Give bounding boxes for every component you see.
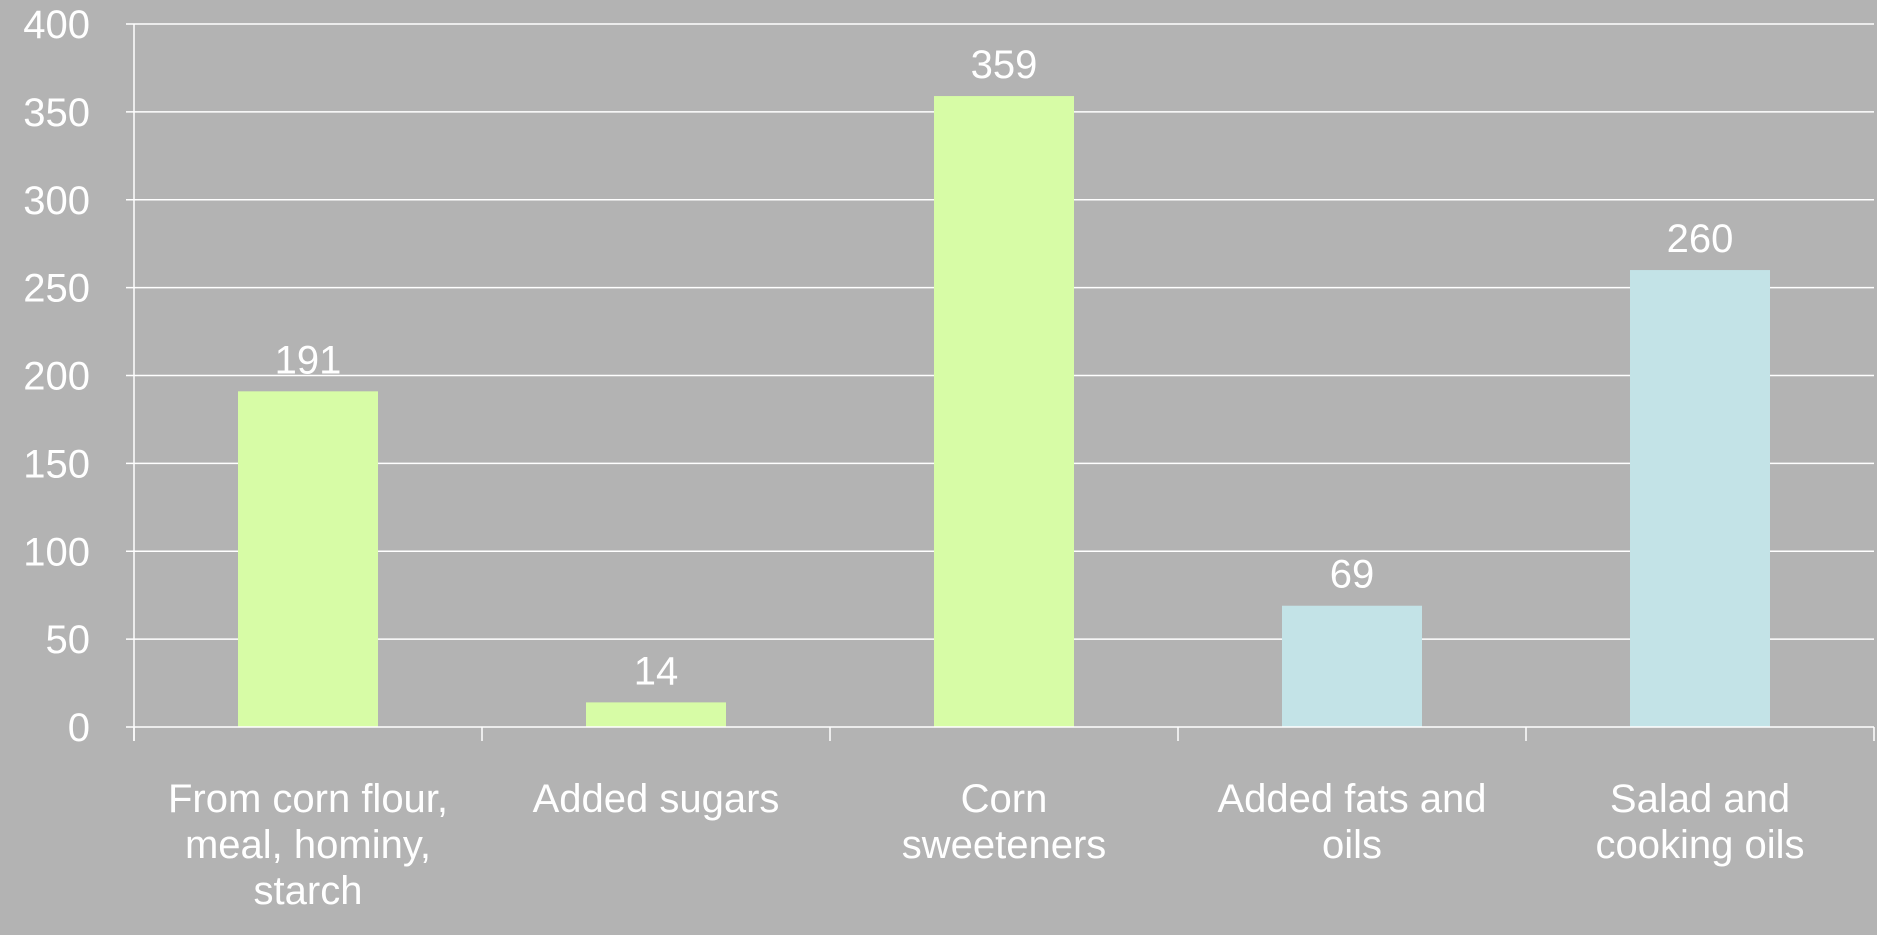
y-tick-label: 100: [23, 530, 90, 574]
y-tick-label: 200: [23, 355, 90, 399]
data-label: 14: [634, 649, 679, 693]
bar: [1282, 605, 1422, 727]
bar: [238, 391, 378, 727]
x-tick-label: From corn flour, meal, hominy, starch: [167, 777, 449, 913]
data-label: 359: [971, 43, 1038, 87]
x-tick-label: Salad and cooking oils: [1595, 777, 1805, 867]
y-tick-label: 400: [23, 3, 90, 47]
y-tick-label: 250: [23, 267, 90, 311]
x-tick-label: Added sugars: [532, 777, 780, 821]
y-tick-label: 300: [23, 179, 90, 223]
bar: [934, 96, 1074, 728]
x-tick-label: Corn sweeteners: [901, 777, 1107, 867]
data-label: 191: [275, 338, 342, 382]
data-label: 260: [1667, 217, 1734, 261]
bar: [1630, 270, 1770, 727]
y-tick-label: 50: [46, 618, 91, 662]
x-tick-label: Added fats and oils: [1217, 777, 1487, 867]
data-label: 69: [1330, 553, 1375, 597]
y-tick-label: 150: [23, 442, 90, 486]
y-tick-label: 350: [23, 91, 90, 135]
bar: [586, 702, 726, 727]
y-tick-label: 0: [68, 706, 90, 750]
